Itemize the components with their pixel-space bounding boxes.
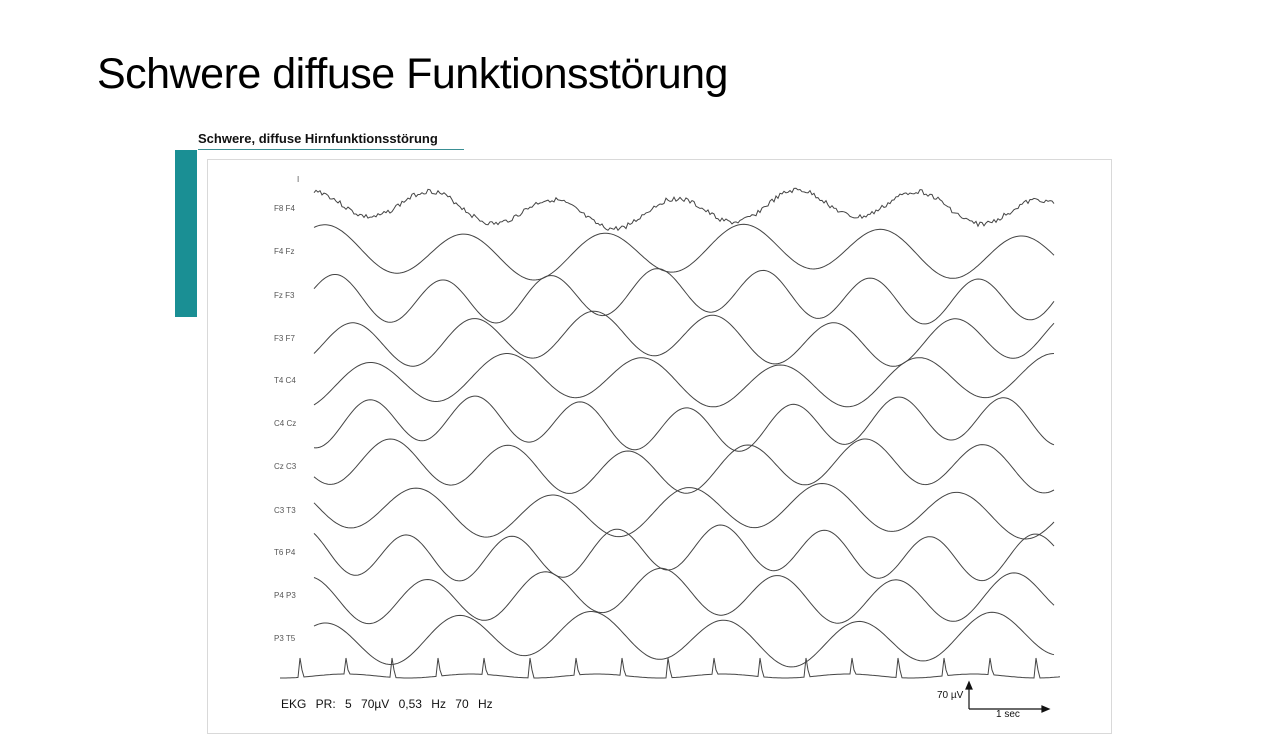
accent-bar: [175, 150, 197, 317]
eeg-trace: [313, 223, 1055, 281]
scale-time-label: 1 sec: [996, 709, 1020, 720]
eeg-trace: [313, 187, 1055, 232]
slide-title: Schwere diffuse Funktionsstörung: [97, 50, 728, 98]
eeg-trace: [313, 268, 1055, 325]
recording-settings: EKG PR: 5 70µV 0,53 Hz 70 Hz: [281, 697, 493, 711]
figure-heading: Schwere, diffuse Hirnfunktionsstörung: [198, 131, 438, 146]
eeg-trace: [313, 611, 1055, 668]
channel-label: C4 Cz: [274, 419, 297, 428]
heading-underline: [198, 149, 464, 150]
eeg-trace: [313, 524, 1055, 582]
scale-bar-icon: [965, 680, 1051, 713]
channel-label: Cz C3: [274, 462, 297, 471]
channel-label: C3 T3: [274, 506, 296, 515]
eeg-trace: [313, 438, 1055, 494]
eeg-figure-panel: [207, 159, 1112, 734]
channel-label: F8 F4: [274, 204, 295, 213]
eeg-trace: [313, 482, 1055, 540]
channel-label: P3 T5: [274, 634, 296, 643]
channel-label: P4 P3: [274, 591, 296, 600]
channel-label: T6 P4: [274, 548, 296, 557]
channel-label: T4 C4: [274, 376, 296, 385]
scale-amplitude-label: 70 µV: [937, 690, 964, 701]
eeg-trace: [313, 310, 1055, 367]
eeg-trace: [313, 353, 1055, 408]
eeg-trace: [313, 567, 1055, 625]
eeg-trace: [313, 395, 1055, 452]
channel-label: Fz F3: [274, 291, 295, 300]
channel-label: F4 Fz: [274, 247, 295, 256]
channel-label: F3 F7: [274, 334, 295, 343]
top-marker: I: [297, 175, 300, 184]
ekg-trace: [280, 657, 1061, 679]
